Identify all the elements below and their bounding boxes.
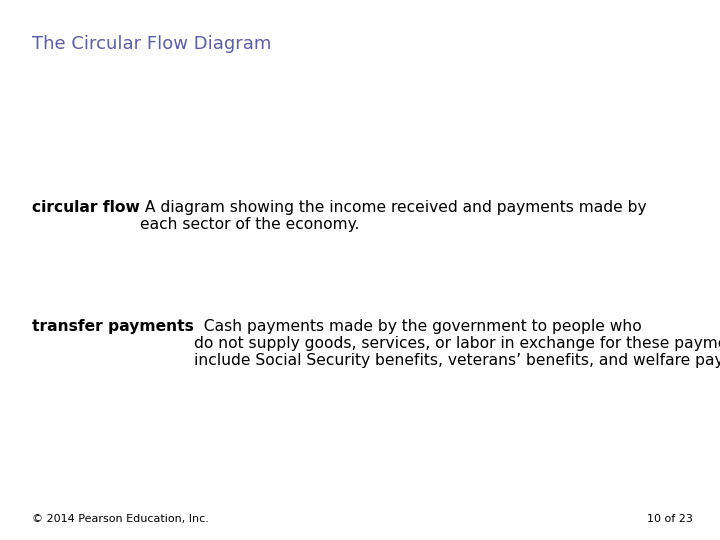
Text: 10 of 23: 10 of 23 [647,514,693,524]
Text: © 2014 Pearson Education, Inc.: © 2014 Pearson Education, Inc. [32,514,210,524]
Text: transfer payments: transfer payments [32,319,194,334]
Text: circular flow: circular flow [32,200,140,215]
Text: A diagram showing the income received and payments made by
each sector of the ec: A diagram showing the income received an… [140,200,647,232]
Text: Cash payments made by the government to people who
do not supply goods, services: Cash payments made by the government to … [194,319,720,368]
Text: The Circular Flow Diagram: The Circular Flow Diagram [32,35,271,53]
